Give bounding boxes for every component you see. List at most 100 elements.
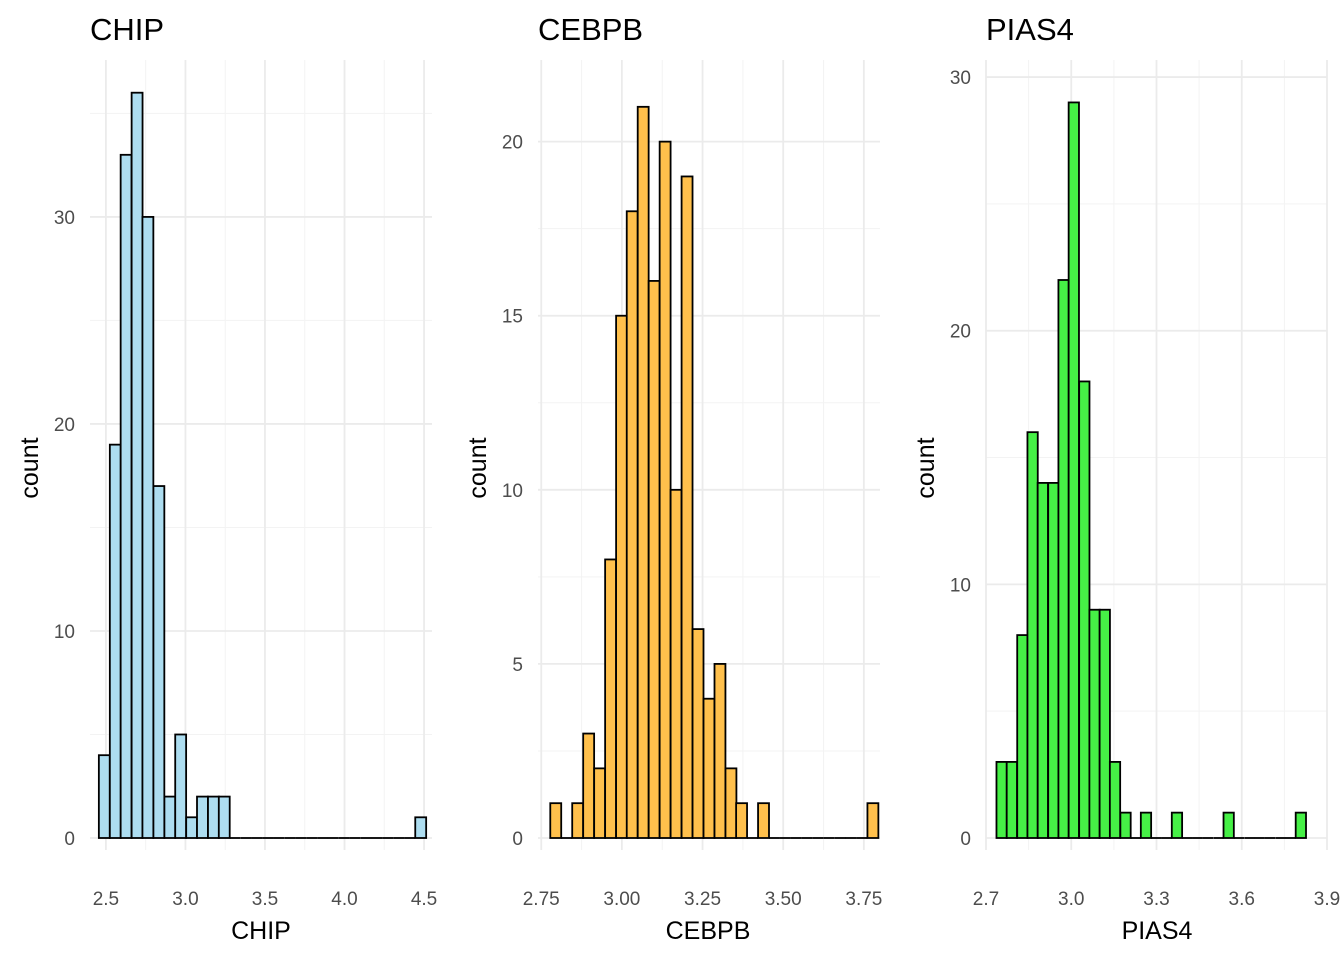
y-tick-label: 20 xyxy=(502,133,523,154)
histogram-bar xyxy=(1139,811,1153,839)
histogram-bar xyxy=(119,153,133,839)
bars xyxy=(549,105,880,839)
x-tick-label: 3.50 xyxy=(765,889,802,910)
x-tick-labels: 2.7 3.0 3.3 3.6 3.9 xyxy=(973,889,1340,910)
histogram-bar xyxy=(1108,761,1122,839)
histogram-bar xyxy=(1170,811,1184,839)
histogram-bar xyxy=(1088,608,1101,839)
histogram-bar xyxy=(1119,811,1132,839)
histogram-bar xyxy=(1047,482,1060,839)
y-tick-label: 0 xyxy=(64,829,75,850)
y-tick-label: 0 xyxy=(512,829,523,850)
x-tick-label: 3.25 xyxy=(684,889,721,910)
x-tick-label: 2.75 xyxy=(523,889,560,910)
histogram-bar xyxy=(108,443,122,839)
histogram-bar xyxy=(174,733,188,839)
y-tick-label: 15 xyxy=(502,307,523,328)
y-tick-label: 10 xyxy=(54,622,75,643)
histogram-bar xyxy=(615,314,628,839)
y-tick-label: 20 xyxy=(54,415,75,436)
bars xyxy=(995,101,1307,839)
y-tick-labels: 0 10 20 30 xyxy=(54,208,75,850)
panel-title: CEBPB xyxy=(538,12,643,47)
x-tick-labels: 2.5 3.0 3.5 4.0 4.5 xyxy=(93,889,438,910)
histogram-bar xyxy=(669,488,683,839)
y-tick-label: 30 xyxy=(54,208,75,229)
panel-title: CHIP xyxy=(90,12,164,47)
panel-cebpb: CEBPB 0 5 10 15 20 2.75 3.00 3.25 3.50 3.75 CEBP… xyxy=(464,12,882,945)
bars xyxy=(97,91,428,839)
histogram-bar xyxy=(97,754,111,839)
x-tick-label: 4.0 xyxy=(331,889,357,910)
histogram-bar xyxy=(1036,482,1049,839)
histogram-bar xyxy=(724,767,738,839)
x-axis-title: CHIP xyxy=(231,917,291,945)
histogram-bar xyxy=(625,210,639,839)
histogram-bar xyxy=(163,795,177,839)
histogram-bar xyxy=(141,216,155,839)
histogram-bar xyxy=(571,802,585,839)
panel-chip: CHIP 0 10 20 30 2.5 3.0 3.5 4.0 4.5 CHIP count xyxy=(16,12,437,945)
x-tick-label: 2.7 xyxy=(973,889,999,910)
y-axis-title: count xyxy=(912,437,940,498)
histogram-bar xyxy=(1222,811,1235,839)
histogram-bar xyxy=(647,280,661,839)
histogram-bar xyxy=(713,663,727,839)
x-tick-label: 3.3 xyxy=(1143,889,1169,910)
x-tick-label: 3.00 xyxy=(603,889,640,910)
histogram-bar xyxy=(1026,431,1039,839)
histogram-bar xyxy=(636,105,650,839)
y-axis-title: count xyxy=(16,437,44,498)
y-tick-labels: 0 5 10 15 20 xyxy=(502,133,523,850)
histogram-bar xyxy=(702,697,716,839)
histogram-bar xyxy=(1294,811,1307,839)
histogram-bar xyxy=(1078,380,1091,839)
y-tick-label: 30 xyxy=(950,68,971,89)
histogram-bar xyxy=(1057,279,1070,839)
y-tick-label: 10 xyxy=(502,481,523,502)
histogram-bar xyxy=(549,802,563,839)
histogram-bar xyxy=(207,795,220,839)
histogram-bar xyxy=(1098,608,1111,839)
histogram-bar xyxy=(995,761,1008,839)
x-tick-label: 3.0 xyxy=(1058,889,1084,910)
histogram-bar xyxy=(582,732,596,839)
x-tick-label: 3.6 xyxy=(1229,889,1255,910)
histogram-bar xyxy=(1067,101,1080,839)
histogram-bar xyxy=(866,802,880,839)
y-tick-label: 20 xyxy=(950,322,971,343)
x-tick-label: 3.9 xyxy=(1314,889,1340,910)
histogram-bar xyxy=(658,140,672,839)
y-tick-label: 5 xyxy=(512,655,523,676)
histogram-bar xyxy=(757,802,770,839)
x-tick-labels: 2.75 3.00 3.25 3.50 3.75 xyxy=(523,889,883,910)
x-tick-label: 3.0 xyxy=(172,889,198,910)
histogram-bar xyxy=(185,816,199,839)
panel-title: PIAS4 xyxy=(986,12,1074,47)
x-tick-label: 3.5 xyxy=(252,889,278,910)
x-tick-label: 3.75 xyxy=(845,889,882,910)
histogram-bar xyxy=(152,485,166,839)
histogram-bar xyxy=(217,795,231,839)
y-axis-title: count xyxy=(464,437,492,498)
x-tick-label: 2.5 xyxy=(93,889,119,910)
y-tick-label: 10 xyxy=(950,575,971,596)
histogram-bar xyxy=(196,795,209,839)
y-tick-labels: 0 10 20 30 xyxy=(950,68,971,850)
x-axis-title: CEBPB xyxy=(666,917,751,945)
panel-pias4: PIAS4 0 10 20 30 2.7 3.0 3.3 3.6 3.9 PIAS4 coun… xyxy=(912,12,1340,945)
histogram-bar xyxy=(735,802,748,839)
histogram-bar xyxy=(1005,761,1018,839)
y-tick-label: 0 xyxy=(960,829,971,850)
histogram-bar xyxy=(130,91,144,839)
x-axis-title: PIAS4 xyxy=(1122,917,1193,945)
histogram-bar xyxy=(604,558,617,839)
histogram-bar xyxy=(691,628,705,839)
histogram-bar xyxy=(1016,634,1029,839)
histogram-bar xyxy=(593,767,606,839)
histogram-bar xyxy=(414,816,428,839)
x-tick-label: 4.5 xyxy=(411,889,437,910)
histogram-bar xyxy=(680,175,694,839)
